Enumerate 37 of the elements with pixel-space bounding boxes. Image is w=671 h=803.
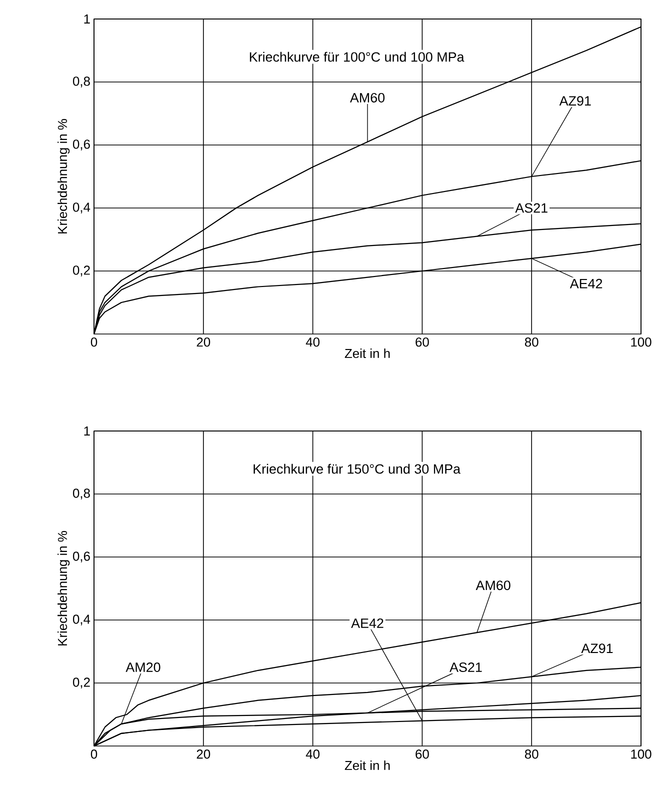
- y-tick-label: 0,4: [72, 614, 90, 626]
- series-label: AZ91: [581, 644, 613, 654]
- x-axis-title: Zeit in h: [344, 348, 390, 358]
- text: AS21: [450, 662, 482, 672]
- y-axis-title: Kriechdehnung in %: [58, 531, 70, 646]
- y-tick-label: 0,6: [72, 140, 90, 150]
- x-tick-label: 100: [631, 750, 652, 759]
- y-axis-title: Kriechdehnung in %: [58, 119, 70, 234]
- x-tick-label: 80: [524, 750, 538, 759]
- y-tick-label: 0,2: [72, 678, 90, 688]
- text: AM60: [350, 92, 385, 102]
- text: AM60: [476, 580, 510, 590]
- text: Kriechkurve für 150°C und 30 MPa: [254, 464, 461, 474]
- text: AE42: [351, 618, 384, 628]
- x-axis-title: Zeit in h: [344, 760, 390, 770]
- x-tick-label: 60: [416, 750, 429, 759]
- y-tick-label: 0,8: [72, 76, 90, 88]
- text: Kriechkurve für 100°C und 100 MPa: [250, 52, 464, 62]
- x-tick-label: 0: [90, 338, 98, 347]
- x-tick-label: 80: [524, 338, 538, 347]
- text: AM20: [126, 662, 160, 672]
- x-tick-label: 20: [196, 750, 210, 759]
- x-tick-label: 40: [306, 750, 320, 759]
- y-tick-label: 1: [84, 426, 90, 436]
- y-tick-label: 0,6: [72, 552, 90, 562]
- x-tick-label: 0: [90, 750, 98, 759]
- series-label: AE42: [570, 278, 602, 288]
- x-tick-label: 20: [196, 338, 210, 347]
- y-tick-label: 0,4: [72, 202, 90, 214]
- text: AZ91: [559, 96, 591, 106]
- series-label: AS21: [515, 203, 548, 213]
- x-tick-label: 100: [631, 338, 652, 347]
- y-tick-label: 0,2: [72, 266, 90, 276]
- y-tick-label: 1: [84, 14, 90, 24]
- x-tick-label: 40: [306, 338, 320, 347]
- y-tick-label: 0,8: [72, 488, 90, 500]
- x-tick-label: 60: [416, 338, 429, 347]
